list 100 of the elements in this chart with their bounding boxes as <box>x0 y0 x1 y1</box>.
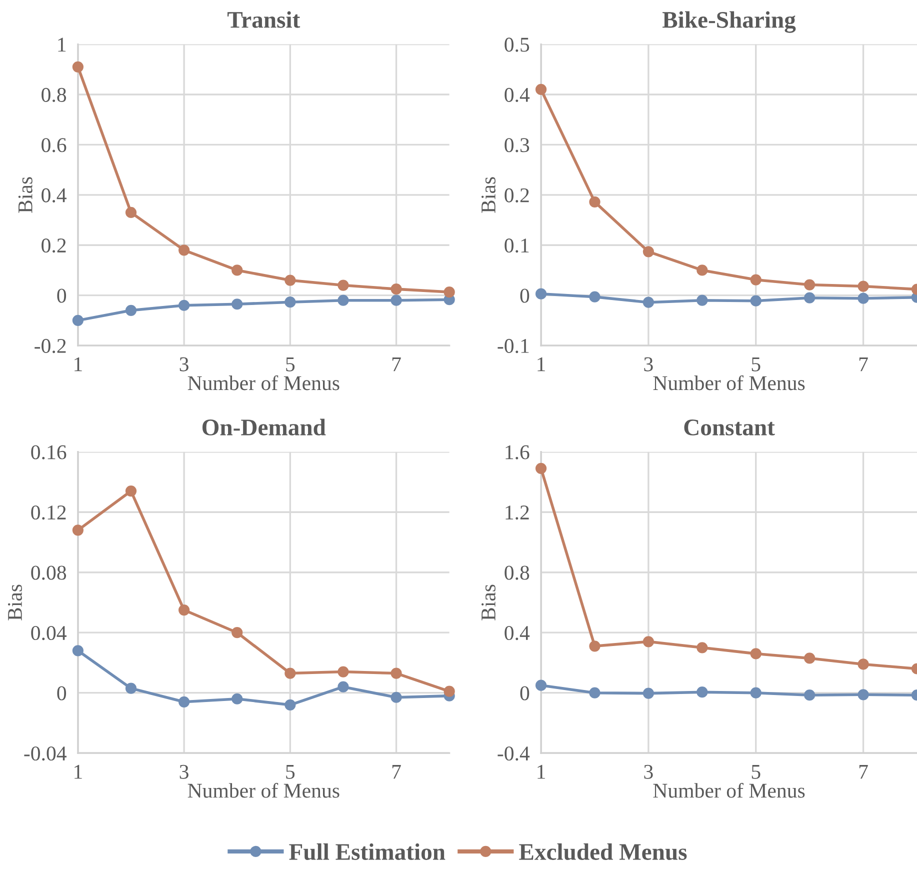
legend-label: Full Estimation <box>289 843 446 860</box>
x-tick-label: 5 <box>752 765 760 779</box>
point <box>72 524 84 536</box>
point <box>696 642 708 654</box>
x-tick-label: 3 <box>180 764 188 779</box>
point <box>125 682 137 694</box>
point <box>72 314 84 326</box>
point <box>338 294 349 306</box>
x-axis-title: Number of Menus <box>653 782 805 798</box>
y-tick-label: 0.12 <box>31 505 66 520</box>
point <box>284 296 296 308</box>
y-tick-label: 0.3 <box>504 138 530 152</box>
point <box>338 681 349 692</box>
y-tick-label: 0.4 <box>42 188 67 202</box>
point <box>444 686 455 697</box>
point <box>750 295 762 306</box>
y-tick-label: 1 <box>58 38 66 52</box>
x-tick-label: 7 <box>392 765 401 779</box>
y-axis-title: Bias <box>481 584 496 620</box>
point <box>642 296 654 308</box>
y-tick-label: -0.1 <box>498 338 529 354</box>
x-tick-label: 7 <box>859 765 868 779</box>
point <box>125 485 137 497</box>
y-tick-label: 0.2 <box>504 188 529 202</box>
point <box>642 246 654 258</box>
point <box>589 640 600 652</box>
y-tick-label: 0.8 <box>42 88 66 102</box>
point <box>696 686 708 698</box>
point <box>858 280 869 292</box>
y-tick-label: 0.5 <box>504 38 530 52</box>
x-tick-label: 1 <box>74 764 82 779</box>
point <box>535 462 547 474</box>
legend-label: Excluded Menus <box>519 843 687 860</box>
point <box>804 690 816 701</box>
point <box>232 693 243 704</box>
y-axis-title: Bias <box>481 177 496 213</box>
point <box>642 636 654 648</box>
x-tick-label: 3 <box>180 357 188 372</box>
point <box>535 680 547 691</box>
y-tick-label: 0.4 <box>504 88 530 102</box>
point <box>858 658 869 670</box>
chart-title: Constant <box>684 420 775 436</box>
y-tick-label: 1.2 <box>506 506 529 520</box>
y-tick-label: 1.6 <box>506 445 530 460</box>
point <box>444 286 455 298</box>
point <box>338 280 349 291</box>
x-tick-label: 3 <box>644 357 653 372</box>
point <box>232 298 243 310</box>
x-tick-label: 3 <box>644 764 653 779</box>
point <box>390 294 402 306</box>
point <box>696 294 708 306</box>
y-axis-title: Bias <box>18 177 32 213</box>
y-tick-label: 0 <box>520 288 530 303</box>
point <box>390 668 402 679</box>
y-tick-label: 0.6 <box>42 138 66 152</box>
point <box>804 279 816 290</box>
y-tick-label: 0.4 <box>504 626 530 640</box>
chart-title: On-Demand <box>202 418 326 436</box>
point <box>696 264 708 276</box>
point <box>390 692 402 703</box>
point <box>589 291 600 302</box>
x-tick-label: 1 <box>74 357 82 372</box>
point <box>589 687 600 698</box>
point <box>178 604 190 616</box>
y-axis-title: Bias <box>8 584 22 620</box>
y-tick-label: -0.4 <box>498 746 530 761</box>
y-tick-label: 0.08 <box>31 566 66 580</box>
point <box>750 274 762 286</box>
point <box>284 699 296 710</box>
point <box>535 84 547 96</box>
x-axis-title: Number of Menus <box>188 375 340 390</box>
y-tick-label: 0 <box>57 686 66 700</box>
x-tick-label: 1 <box>538 357 545 372</box>
point <box>125 304 137 316</box>
y-tick-label: 0.2 <box>42 238 66 253</box>
chart-title: Transit <box>227 11 300 28</box>
y-tick-label: 0.16 <box>31 445 66 460</box>
point <box>232 627 243 638</box>
point <box>750 648 762 660</box>
chart-title: Bike-Sharing <box>662 11 796 33</box>
x-tick-label: 7 <box>392 357 401 372</box>
x-tick-label: 7 <box>859 357 868 372</box>
point <box>72 645 84 656</box>
y-tick-label: 0.04 <box>31 626 67 640</box>
x-axis-title: Number of Menus <box>653 375 805 390</box>
point <box>390 284 402 295</box>
point <box>178 696 190 708</box>
x-tick-label: 5 <box>286 765 295 779</box>
x-axis-title: Number of Menus <box>188 782 340 798</box>
x-tick-label: 5 <box>286 357 295 372</box>
point <box>589 196 600 208</box>
y-tick-label: 0.1 <box>504 238 529 253</box>
point <box>232 264 243 276</box>
point <box>858 292 869 304</box>
x-tick-label: 5 <box>752 357 760 372</box>
y-tick-label: 0 <box>57 288 66 303</box>
y-tick-label: -0.04 <box>24 746 67 761</box>
point <box>338 666 349 678</box>
point <box>804 292 816 304</box>
y-tick-label: 0.8 <box>504 566 530 580</box>
